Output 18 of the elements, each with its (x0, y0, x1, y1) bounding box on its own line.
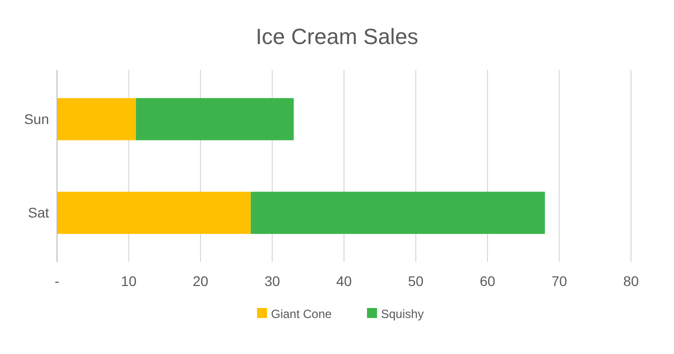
bar (250, 192, 545, 234)
chart-title: Ice Cream Sales (256, 24, 418, 49)
bar (57, 192, 251, 234)
legend-label: Giant Cone (271, 307, 332, 322)
x-tick-label: 80 (623, 273, 639, 289)
x-tick-label: 20 (192, 273, 208, 289)
bar (57, 98, 136, 140)
x-tick-label: 10 (120, 273, 137, 289)
x-tick-label: 30 (264, 273, 280, 289)
bar (136, 98, 294, 140)
x-tick-label: 70 (551, 273, 568, 289)
x-tick-label: - (54, 273, 60, 289)
y-tick-label: Sun (24, 111, 49, 128)
y-tick-label: Sat (28, 204, 50, 221)
legend-label: Squishy (381, 307, 424, 322)
x-tick-label: 40 (336, 273, 352, 289)
x-tick-label: 50 (408, 273, 424, 289)
x-tick-label: 60 (480, 273, 496, 289)
